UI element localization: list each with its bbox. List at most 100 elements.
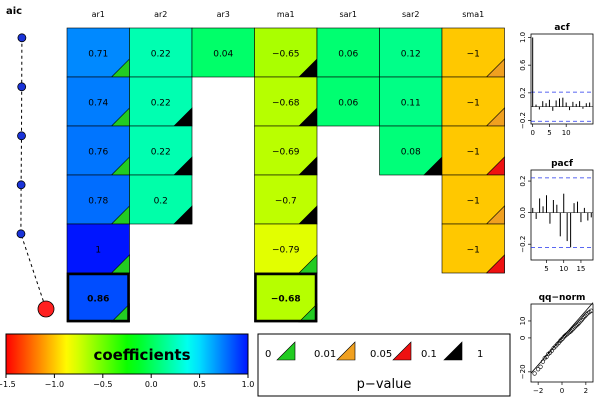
coefficient-value: 0.12 bbox=[401, 50, 421, 60]
coefficient-value: −0.65 bbox=[272, 50, 300, 60]
coefficient-cell-fill bbox=[66, 76, 130, 127]
qq-xtick-label: 2 bbox=[584, 387, 588, 395]
coefficient-value: 0.06 bbox=[338, 50, 358, 60]
qq-point bbox=[561, 334, 566, 340]
coefficient-value: −0.79 bbox=[272, 246, 300, 256]
coefficient-cell: −0.7 bbox=[254, 174, 318, 225]
colorbar-tick-label: 0.5 bbox=[193, 380, 206, 389]
qq-point bbox=[578, 319, 583, 324]
coefficient-value: 1 bbox=[95, 246, 101, 256]
coefficient-grid: ar1 ar2 ar3 ma1 sar1 sar2 sma1 0.71 0.22 0.04 −0.… bbox=[66, 10, 505, 323]
coefficient-cell: 0.06 bbox=[316, 27, 380, 78]
pvalue-break-label: 0 bbox=[265, 349, 271, 360]
qq-point bbox=[575, 321, 581, 326]
coefficient-cell: 0.76 bbox=[66, 125, 130, 176]
coefficient-value: 0.86 bbox=[87, 295, 109, 305]
aic-point bbox=[17, 82, 27, 92]
pacf-plot: pacf −0.2 0.0 0.2 5 10 15 bbox=[519, 159, 594, 273]
pvalue-swatch bbox=[336, 341, 356, 361]
coefficient-value: −0.7 bbox=[275, 197, 297, 207]
coefficient-value: 0.76 bbox=[88, 148, 108, 158]
aic-point bbox=[17, 131, 26, 141]
coefficient-cell-fill bbox=[66, 27, 130, 78]
qq-ytick-label: 10 bbox=[519, 316, 527, 325]
pvalue-swatch bbox=[276, 341, 296, 361]
coefficient-cell: −0.68 bbox=[254, 272, 318, 323]
column-header: ma1 bbox=[277, 10, 295, 19]
pacf-ytick-label: −0.2 bbox=[519, 236, 527, 253]
coefficient-value: −0.69 bbox=[272, 148, 300, 158]
coefficient-cell: 1 bbox=[66, 223, 130, 274]
coefficient-cell-fill bbox=[379, 125, 443, 176]
pvalue-break-label: 0.1 bbox=[421, 349, 437, 360]
coefficient-value: 0.04 bbox=[213, 50, 233, 60]
column-header: ar1 bbox=[92, 10, 105, 19]
qq-xtick-label: −2 bbox=[533, 387, 543, 395]
coefficient-cell: −0.69 bbox=[254, 125, 318, 176]
coefficient-cell: 0.22 bbox=[129, 27, 193, 78]
coefficient-cell: 0.78 bbox=[66, 174, 130, 225]
coefficient-value: −1 bbox=[467, 50, 480, 60]
acf-plot: acf −0.2 0.2 0.6 1.0 0 5 10 bbox=[519, 23, 594, 137]
coefficient-value: 0.2 bbox=[154, 197, 168, 207]
acf-xtick-label: 5 bbox=[547, 129, 551, 137]
coefficient-cell-fill bbox=[254, 27, 318, 78]
aic-point bbox=[16, 180, 26, 190]
pvalue-swatch bbox=[443, 341, 463, 361]
pacf-ytick-label: 0.2 bbox=[519, 175, 527, 186]
aic-label: aic bbox=[6, 6, 22, 17]
coefficient-cell: 0.74 bbox=[66, 76, 130, 127]
coefficient-cell-fill bbox=[441, 223, 505, 274]
colorbar-label: coefficients bbox=[93, 346, 190, 364]
column-header: ar2 bbox=[154, 10, 167, 19]
coefficient-cell: 0.12 bbox=[379, 27, 443, 78]
coefficient-value: 0.06 bbox=[338, 99, 358, 109]
qq-point bbox=[580, 316, 585, 321]
pvalue-legend: 0 0.01 0.05 0.1 1 p−value bbox=[257, 333, 511, 397]
coefficient-value: −1 bbox=[467, 246, 480, 256]
qq-ytick-label: −20 bbox=[519, 364, 527, 379]
aic-point bbox=[17, 33, 27, 43]
acf-ytick-label: 0.6 bbox=[519, 59, 527, 71]
coefficient-value: 0.71 bbox=[88, 50, 108, 60]
coefficient-cell: −1 bbox=[441, 76, 505, 127]
pvalue-legend-frame bbox=[257, 333, 511, 397]
colorbar-tick-label: 1.0 bbox=[242, 380, 255, 389]
pvalue-break-label: 0.01 bbox=[314, 349, 336, 360]
coefficient-cell: 0.22 bbox=[129, 125, 193, 176]
coefficient-value: 0.22 bbox=[151, 50, 171, 60]
qq-point bbox=[536, 367, 541, 372]
pacf-xtick-label: 5 bbox=[544, 265, 548, 273]
coefficient-cell: −1 bbox=[441, 223, 505, 274]
coefficient-cell: 0.06 bbox=[316, 76, 380, 127]
colorbar-tick-label: 0.0 bbox=[145, 380, 158, 389]
coefficient-value: −1 bbox=[467, 99, 480, 109]
qq-point bbox=[572, 325, 577, 330]
pacf-title: pacf bbox=[551, 159, 573, 169]
qq-point bbox=[583, 313, 588, 318]
coefficient-value: 0.22 bbox=[151, 148, 171, 158]
coefficient-cell-fill bbox=[441, 27, 505, 78]
qq-point bbox=[577, 320, 582, 325]
pvalue-triangle bbox=[173, 205, 193, 225]
acf-frame bbox=[530, 33, 594, 125]
qq-point bbox=[574, 322, 580, 328]
coefficient-cell-fill bbox=[441, 125, 505, 176]
column-header: sar2 bbox=[402, 10, 419, 19]
pvalue-swatch bbox=[392, 341, 412, 361]
qq-point bbox=[581, 314, 587, 320]
coefficient-cell: 0.86 bbox=[66, 272, 130, 323]
coefficient-cell-fill bbox=[441, 174, 505, 225]
colorbar-tick-label: −1.0 bbox=[45, 380, 64, 389]
column-header: ar3 bbox=[217, 10, 230, 19]
coefficient-cell-fill bbox=[129, 76, 193, 127]
qq-point bbox=[589, 308, 594, 313]
qq-point bbox=[532, 371, 537, 376]
coefficient-value: 0.74 bbox=[88, 99, 108, 109]
qq-xtick-label: 0 bbox=[560, 387, 564, 395]
coefficient-cell: −0.68 bbox=[254, 76, 318, 127]
acf-xtick-label: 10 bbox=[562, 129, 571, 137]
coefficient-cell-fill bbox=[191, 27, 255, 78]
